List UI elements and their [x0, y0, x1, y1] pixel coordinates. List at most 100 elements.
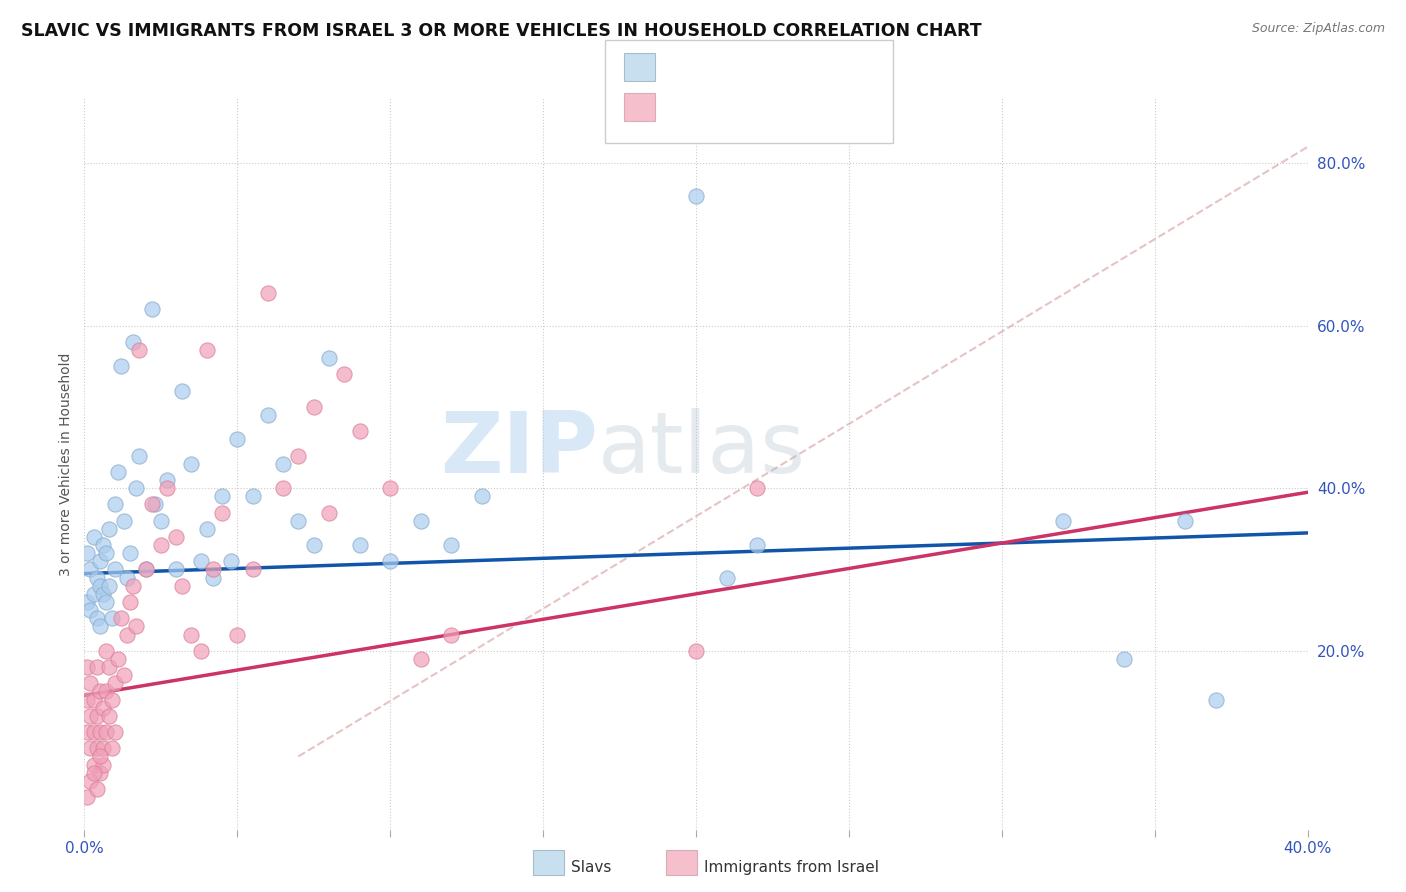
Point — [89, 684, 111, 698]
Point — [115, 627, 138, 641]
Point — [79, 676, 101, 690]
Point — [318, 351, 340, 366]
Text: ZIP: ZIP — [440, 408, 598, 491]
Point — [156, 473, 179, 487]
Point — [89, 554, 111, 568]
Point — [1052, 514, 1074, 528]
Point — [91, 741, 114, 756]
Point — [83, 725, 105, 739]
Point — [86, 741, 108, 756]
Point — [1174, 514, 1197, 528]
Text: R = 0.058   N = 60: R = 0.058 N = 60 — [665, 58, 835, 76]
Point — [440, 627, 463, 641]
Point — [242, 562, 264, 576]
Point — [89, 749, 111, 764]
Point — [125, 619, 148, 633]
Point — [83, 587, 105, 601]
Point — [349, 538, 371, 552]
Point — [76, 725, 98, 739]
Point — [149, 514, 172, 528]
Point — [76, 692, 98, 706]
Point — [91, 538, 114, 552]
Point — [83, 530, 105, 544]
Point — [101, 611, 124, 625]
Point — [190, 644, 212, 658]
Point — [195, 343, 218, 357]
Point — [149, 538, 172, 552]
Point — [287, 449, 309, 463]
Point — [112, 514, 135, 528]
Point — [201, 562, 224, 576]
Point — [409, 652, 432, 666]
Point — [747, 481, 769, 495]
Point — [226, 627, 249, 641]
Point — [89, 579, 111, 593]
Point — [156, 481, 179, 495]
Point — [141, 498, 163, 512]
Point — [141, 302, 163, 317]
Point — [120, 546, 142, 560]
Point — [349, 425, 371, 439]
Point — [104, 562, 127, 576]
Point — [86, 708, 108, 723]
Point — [86, 611, 108, 625]
Point — [128, 343, 150, 357]
Point — [97, 579, 120, 593]
Point — [86, 571, 108, 585]
Point — [101, 692, 124, 706]
Text: atlas: atlas — [598, 408, 806, 491]
Point — [86, 660, 108, 674]
Point — [107, 465, 129, 479]
Text: Slavs: Slavs — [571, 860, 612, 874]
Point — [76, 790, 98, 805]
Point — [747, 538, 769, 552]
Text: R = 0.396   N = 65: R = 0.396 N = 65 — [665, 98, 835, 116]
Point — [97, 660, 120, 674]
Point — [172, 579, 194, 593]
Point — [83, 757, 105, 772]
Text: Source: ZipAtlas.com: Source: ZipAtlas.com — [1251, 22, 1385, 36]
Point — [172, 384, 194, 398]
Point — [107, 652, 129, 666]
Point — [685, 188, 707, 202]
Point — [94, 644, 117, 658]
Point — [302, 538, 325, 552]
Point — [211, 506, 233, 520]
Text: Immigrants from Israel: Immigrants from Israel — [704, 860, 879, 874]
Point — [125, 481, 148, 495]
Point — [143, 498, 166, 512]
Point — [94, 684, 117, 698]
Point — [380, 481, 402, 495]
Point — [97, 708, 120, 723]
Point — [135, 562, 157, 576]
Point — [257, 286, 280, 301]
Point — [76, 660, 98, 674]
Point — [83, 765, 105, 780]
Point — [685, 644, 707, 658]
Point — [201, 571, 224, 585]
Point — [190, 554, 212, 568]
Point — [79, 603, 101, 617]
Point — [79, 562, 101, 576]
Point — [91, 587, 114, 601]
Point — [104, 676, 127, 690]
Point — [122, 334, 145, 349]
Point — [94, 595, 117, 609]
Point — [86, 781, 108, 796]
Point — [333, 368, 356, 382]
Point — [271, 481, 294, 495]
Point — [122, 579, 145, 593]
Point — [110, 359, 132, 374]
Point — [104, 725, 127, 739]
Point — [91, 757, 114, 772]
Point — [76, 595, 98, 609]
Point — [180, 457, 202, 471]
Point — [716, 571, 738, 585]
Point — [409, 514, 432, 528]
Point — [180, 627, 202, 641]
Point — [89, 725, 111, 739]
Point — [287, 514, 309, 528]
Point — [104, 498, 127, 512]
Point — [135, 562, 157, 576]
Point — [226, 433, 249, 447]
